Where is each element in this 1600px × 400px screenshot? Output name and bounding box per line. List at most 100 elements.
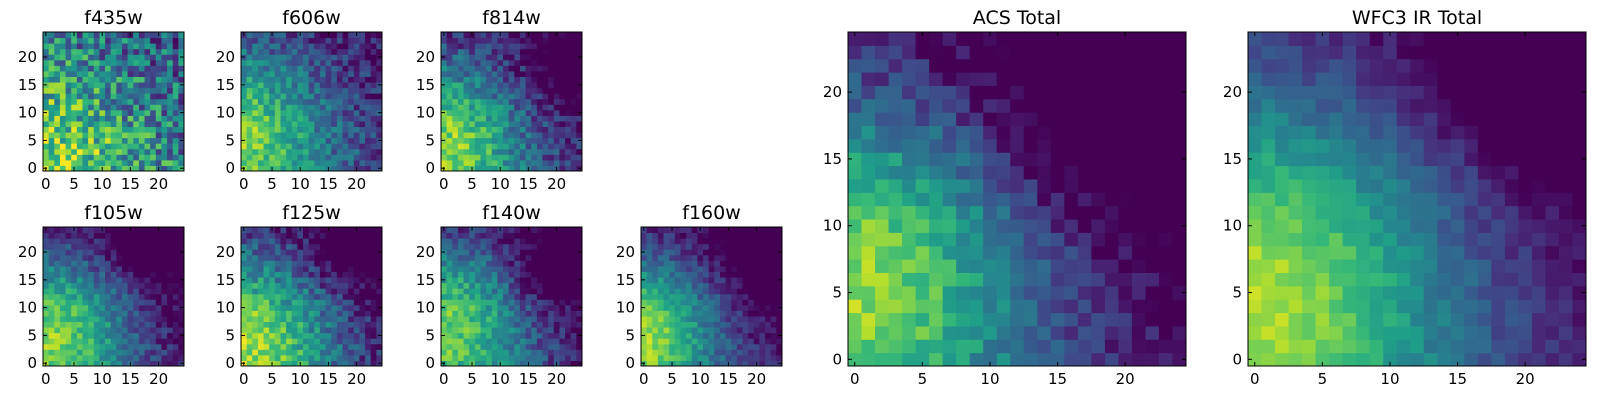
heatmap-cell xyxy=(753,293,760,300)
heatmap-cell xyxy=(82,148,89,155)
heatmap-cell xyxy=(548,354,555,361)
heatmap-cell xyxy=(474,165,481,172)
heatmap-cell xyxy=(178,327,185,334)
heatmap-cell xyxy=(127,137,134,144)
heatmap-cell xyxy=(269,76,276,83)
heatmap-cell xyxy=(514,354,521,361)
heatmap-cell xyxy=(1037,192,1052,207)
heatmap-cell xyxy=(331,332,338,339)
heatmap-cell xyxy=(888,259,903,273)
heatmap-cell xyxy=(121,137,129,144)
heatmap-cell xyxy=(542,343,549,350)
heatmap-cell xyxy=(110,48,117,55)
heatmap-cell xyxy=(286,143,293,150)
heatmap-cell xyxy=(742,338,749,345)
heatmap-cell xyxy=(269,249,276,256)
heatmap-cell xyxy=(508,310,515,317)
heatmap-cell xyxy=(441,48,448,55)
heatmap-cell xyxy=(286,76,293,83)
heatmap-cell xyxy=(297,154,304,161)
heatmap-cell xyxy=(770,243,777,250)
heatmap-cell xyxy=(93,32,100,39)
heatmap-cell xyxy=(325,120,332,128)
heatmap-cell xyxy=(570,332,577,339)
heatmap-cell xyxy=(457,299,465,306)
heatmap-cell xyxy=(776,282,783,289)
heatmap-cell xyxy=(172,310,179,317)
heatmap-cell xyxy=(748,293,755,300)
heatmap-cell xyxy=(105,354,112,361)
heatmap-cell xyxy=(703,354,710,361)
heatmap-cell xyxy=(457,37,465,44)
heatmap-cell xyxy=(144,165,151,172)
heatmap-cell xyxy=(942,325,957,340)
heatmap-cell xyxy=(105,54,112,61)
heatmap-cell xyxy=(59,238,67,245)
heatmap-cell xyxy=(297,304,304,311)
heatmap-cell xyxy=(348,154,355,161)
heatmap-cell xyxy=(469,65,476,72)
heatmap-cell xyxy=(714,332,721,339)
heatmap-cell xyxy=(359,48,366,55)
heatmap-cell xyxy=(669,343,676,350)
heatmap-cell xyxy=(956,165,971,180)
heatmap-cell xyxy=(325,343,332,350)
heatmap-cell xyxy=(314,288,321,295)
heatmap-cell xyxy=(553,315,560,323)
heatmap-cell xyxy=(446,327,453,334)
heatmap-cell xyxy=(48,98,55,105)
heatmap-cell xyxy=(353,109,360,116)
heatmap-cell xyxy=(1050,192,1065,207)
heatmap-cell xyxy=(370,43,377,50)
heatmap-cell xyxy=(93,109,100,116)
heatmap-cell xyxy=(274,137,281,144)
heatmap-cell xyxy=(161,104,168,111)
heatmap-cell xyxy=(331,93,338,100)
heatmap-cell xyxy=(559,65,566,72)
heatmap-cell xyxy=(469,265,476,272)
heatmap-cell xyxy=(576,159,583,166)
heatmap-cell xyxy=(463,338,470,345)
heatmap-cell xyxy=(480,260,487,267)
heatmap-cell xyxy=(725,288,732,295)
heatmap-cell xyxy=(331,354,338,361)
heatmap-cell xyxy=(342,137,349,144)
heatmap-cell xyxy=(646,265,653,272)
heatmap-cell xyxy=(110,310,117,317)
heatmap-cell xyxy=(657,332,665,339)
heatmap-cell xyxy=(303,82,310,89)
heatmap-cell xyxy=(365,76,372,83)
heatmap-cell xyxy=(497,59,504,66)
heatmap-cell xyxy=(370,360,377,367)
heatmap-cell xyxy=(342,321,349,328)
heatmap-cell xyxy=(480,70,487,77)
heatmap-cell xyxy=(138,154,146,161)
heatmap-cell xyxy=(65,54,72,61)
heatmap-cell xyxy=(457,238,465,245)
heatmap-cell xyxy=(76,321,83,328)
heatmap-cell xyxy=(150,321,157,328)
heatmap-cell xyxy=(246,159,253,166)
x-tick-label: 0 xyxy=(239,175,249,193)
heatmap-cell xyxy=(121,54,129,61)
heatmap-cell xyxy=(686,288,693,295)
heatmap-cell xyxy=(480,154,487,161)
heatmap-cell xyxy=(531,343,538,350)
heatmap-cell xyxy=(291,338,298,345)
heatmap-cell xyxy=(1064,192,1079,207)
heatmap-cell xyxy=(576,65,583,72)
heatmap-cell xyxy=(370,343,377,350)
heatmap-cell xyxy=(161,321,168,328)
heatmap-cell xyxy=(491,159,498,166)
heatmap-cell xyxy=(536,32,544,39)
heatmap-cell xyxy=(93,277,100,284)
heatmap-cell xyxy=(359,76,366,83)
heatmap-cell xyxy=(93,132,100,139)
heatmap-cell xyxy=(565,327,572,334)
heatmap-cell xyxy=(105,321,112,328)
heatmap-cell xyxy=(742,282,749,289)
heatmap-cell xyxy=(325,48,332,55)
heatmap-cell xyxy=(776,238,783,245)
heatmap-cell xyxy=(82,265,89,272)
heatmap-cell xyxy=(519,32,527,39)
